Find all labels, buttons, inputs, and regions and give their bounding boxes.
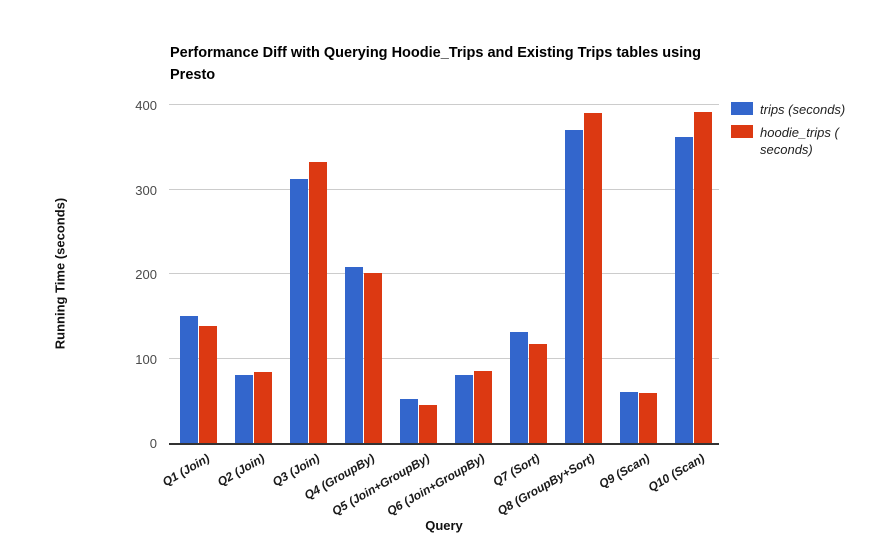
y-tick-label: 100: [135, 351, 157, 367]
legend-label-hoodie-trips: hoodie_trips ( seconds): [760, 125, 839, 157]
y-tick-label: 400: [135, 98, 157, 113]
trips-series-swatch: [731, 102, 753, 115]
x-axis-title: Query: [425, 518, 463, 533]
bar-trips: [565, 130, 583, 443]
bar-group-10: [664, 105, 719, 443]
bar-trips: [180, 316, 198, 443]
bar-trips: [345, 267, 363, 443]
hoodie-trips-series-swatch: [731, 125, 753, 138]
bar-hoodie-trips: [529, 344, 547, 443]
bar-trips: [290, 179, 308, 443]
bar-group-6: [444, 105, 499, 443]
bar-hoodie-trips: [309, 162, 327, 443]
bar-group-3: [279, 105, 334, 443]
bar-hoodie-trips: [199, 326, 217, 443]
y-axis-tick-labels: 0 100 200 300 400: [103, 98, 157, 451]
bar-trips: [235, 375, 253, 443]
bar-hoodie-trips: [474, 371, 492, 443]
legend-label-trips: trips (seconds): [760, 102, 846, 117]
bar-hoodie-trips: [419, 405, 437, 443]
y-tick-label: 300: [135, 182, 157, 198]
gridline: [169, 188, 719, 190]
legend-item-hoodie-trips: hoodie_trips ( seconds): [731, 124, 881, 158]
gridline: [169, 104, 719, 105]
bar-hoodie-trips: [364, 273, 382, 443]
bar-hoodie-trips: [694, 112, 712, 443]
bar-group-9: [609, 105, 664, 443]
bar-trips: [455, 375, 473, 443]
bar-group-1: [169, 105, 224, 443]
bar-trips: [675, 137, 693, 443]
bar-group-2: [224, 105, 279, 443]
y-tick-label: 200: [135, 267, 157, 282]
bar-trips: [620, 392, 638, 443]
bar-group-7: [499, 105, 554, 443]
bar-hoodie-trips: [639, 393, 657, 443]
bar-hoodie-trips: [584, 113, 602, 443]
bar-group-4: [334, 105, 389, 443]
gridline: [169, 273, 719, 274]
legend-item-trips: trips (seconds): [731, 101, 881, 118]
y-tick-label: 0: [149, 436, 157, 451]
bar-group-8: [554, 105, 609, 443]
chart-legend: trips (seconds) hoodie_trips ( seconds): [731, 101, 881, 164]
bar-trips: [400, 399, 418, 443]
chart-title: Performance Diff with Querying Hoodie_Tr…: [170, 45, 701, 83]
y-axis-title: Running Time (seconds): [52, 197, 68, 350]
bar-hoodie-trips: [254, 372, 272, 443]
bar-group-5: [389, 105, 444, 443]
plot-area: [169, 104, 719, 445]
bar-trips: [510, 332, 528, 443]
gridline: [169, 357, 719, 359]
